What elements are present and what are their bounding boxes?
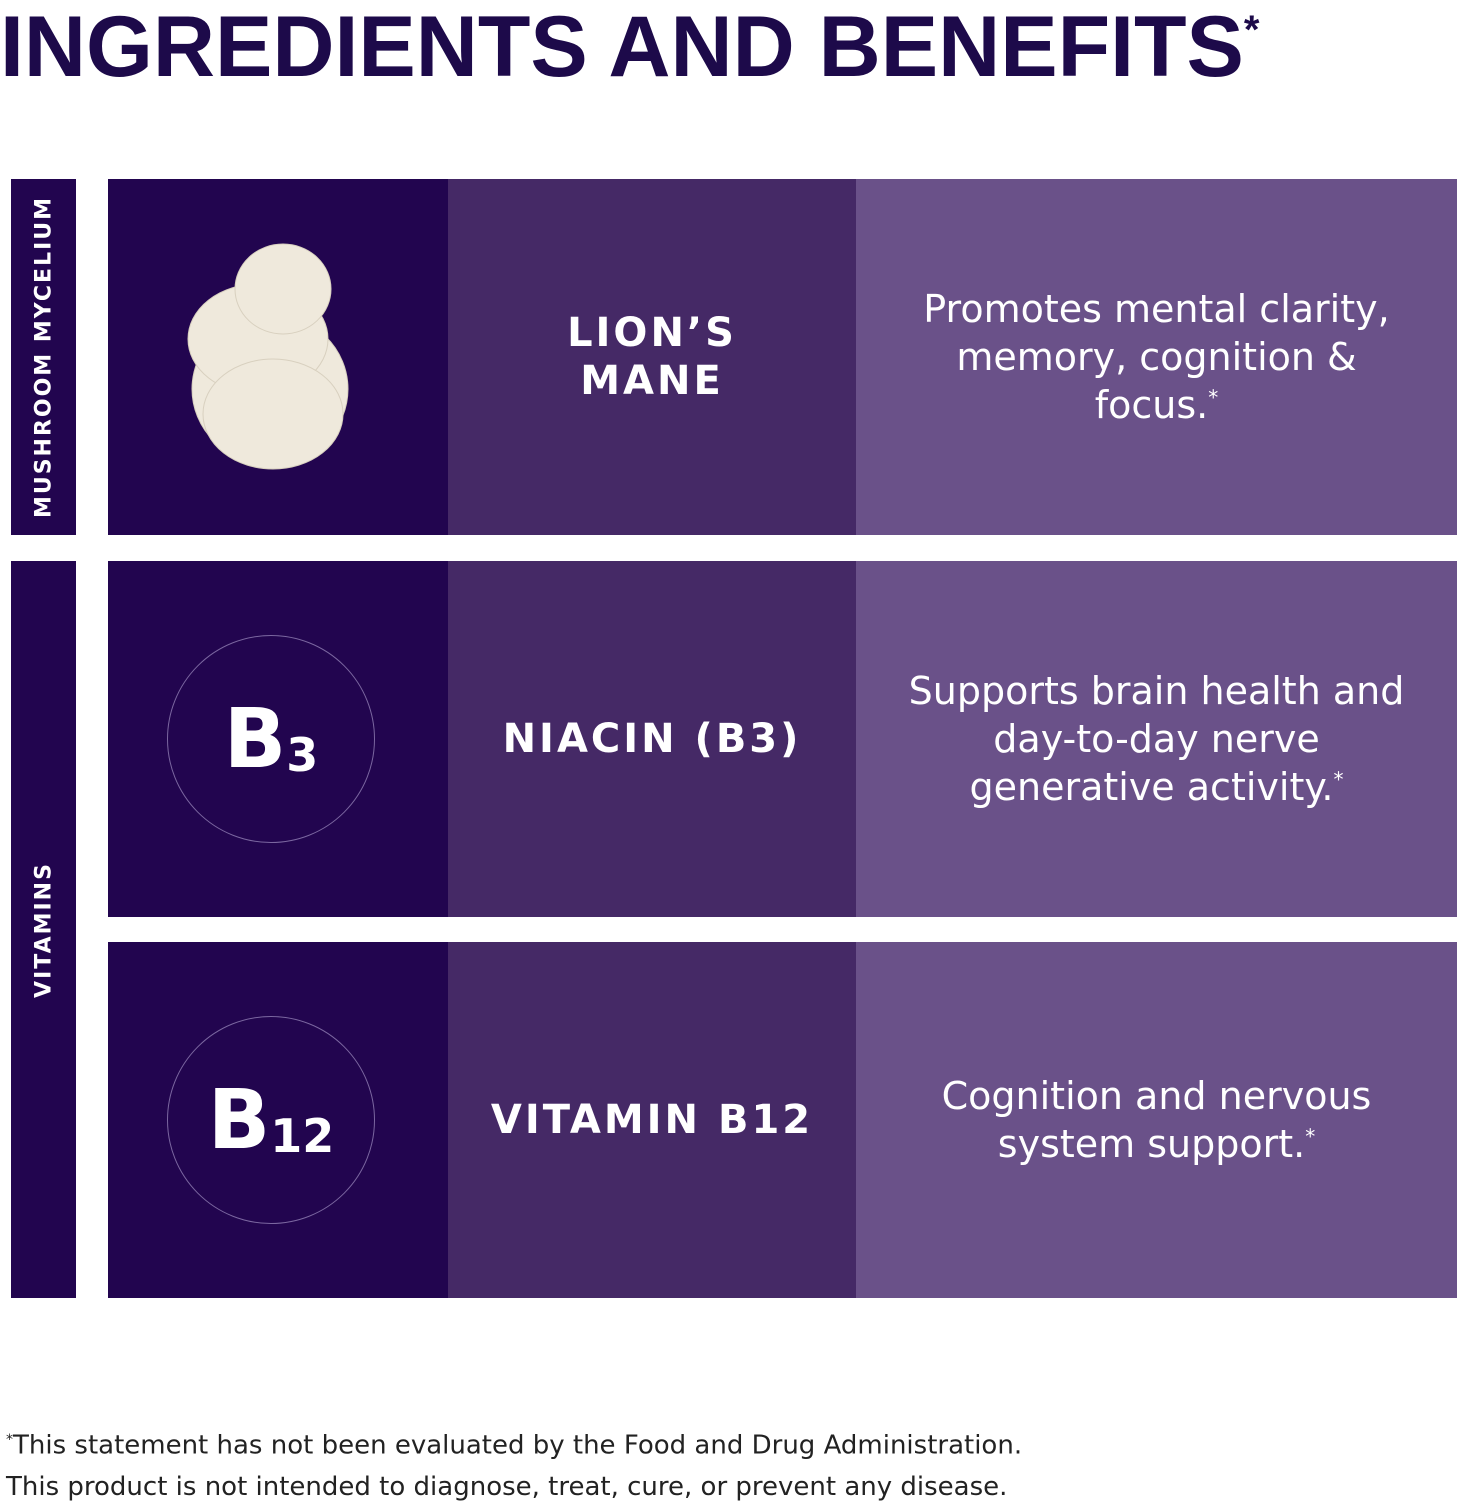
name-line: LION’S xyxy=(567,310,737,356)
lions-mane-mushroom-icon xyxy=(187,243,349,470)
icon-letter: B xyxy=(223,691,287,787)
asterisk: * xyxy=(1333,767,1344,792)
b12-icon: B 12 xyxy=(167,1016,375,1224)
icon-letter: B xyxy=(207,1072,271,1168)
title-asterisk: * xyxy=(1243,8,1260,52)
ingredient-benefit: Supports brain health and day-to-day ner… xyxy=(856,561,1457,917)
category-label: MUSHROOM MYCELIUM xyxy=(31,195,56,519)
ingredient-name: NIACIN (B3) xyxy=(448,561,856,917)
ingredient-image-cell: B 12 xyxy=(108,942,448,1298)
ingredient-benefit: Cognition and nervous system support.* xyxy=(856,942,1457,1298)
name-line: MANE xyxy=(580,358,724,404)
disclaimer-line: This statement has not been evaluated by… xyxy=(13,1430,1023,1461)
disclaimer-line: This product is not intended to diagnose… xyxy=(6,1471,1008,1502)
category-label: VITAMINS xyxy=(31,861,56,998)
asterisk: * xyxy=(6,1432,13,1448)
benefit-text: Cognition and nervous system support. xyxy=(941,1073,1372,1166)
ingredient-name: VITAMIN B12 xyxy=(448,942,856,1298)
benefit-text: Promotes mental clarity, memory, cogniti… xyxy=(923,286,1390,428)
asterisk: * xyxy=(1305,1124,1316,1149)
category-mushroom-mycelium: MUSHROOM MYCELIUM xyxy=(11,179,76,535)
category-vitamins: VITAMINS xyxy=(11,561,76,1298)
ingredient-row-b12: B 12 VITAMIN B12 Cognition and nervous sy… xyxy=(108,942,1457,1298)
icon-subscript: 12 xyxy=(270,1109,335,1163)
ingredient-image-cell xyxy=(108,179,448,535)
ingredient-benefit: Promotes mental clarity, memory, cogniti… xyxy=(856,179,1457,535)
ingredient-row-lions-mane: LION’S MANE Promotes mental clarity, memo… xyxy=(108,179,1457,535)
asterisk: * xyxy=(1208,385,1219,410)
icon-subscript: 3 xyxy=(286,728,319,782)
ingredient-name: LION’S MANE xyxy=(448,179,856,535)
benefit-text: Supports brain health and day-to-day ner… xyxy=(908,668,1405,810)
page-title: INGREDIENTS AND BENEFITS* xyxy=(0,0,1259,95)
disclaimer: *This statement has not been evaluated b… xyxy=(6,1420,1456,1508)
title-text: INGREDIENTS AND BENEFITS xyxy=(0,0,1244,95)
